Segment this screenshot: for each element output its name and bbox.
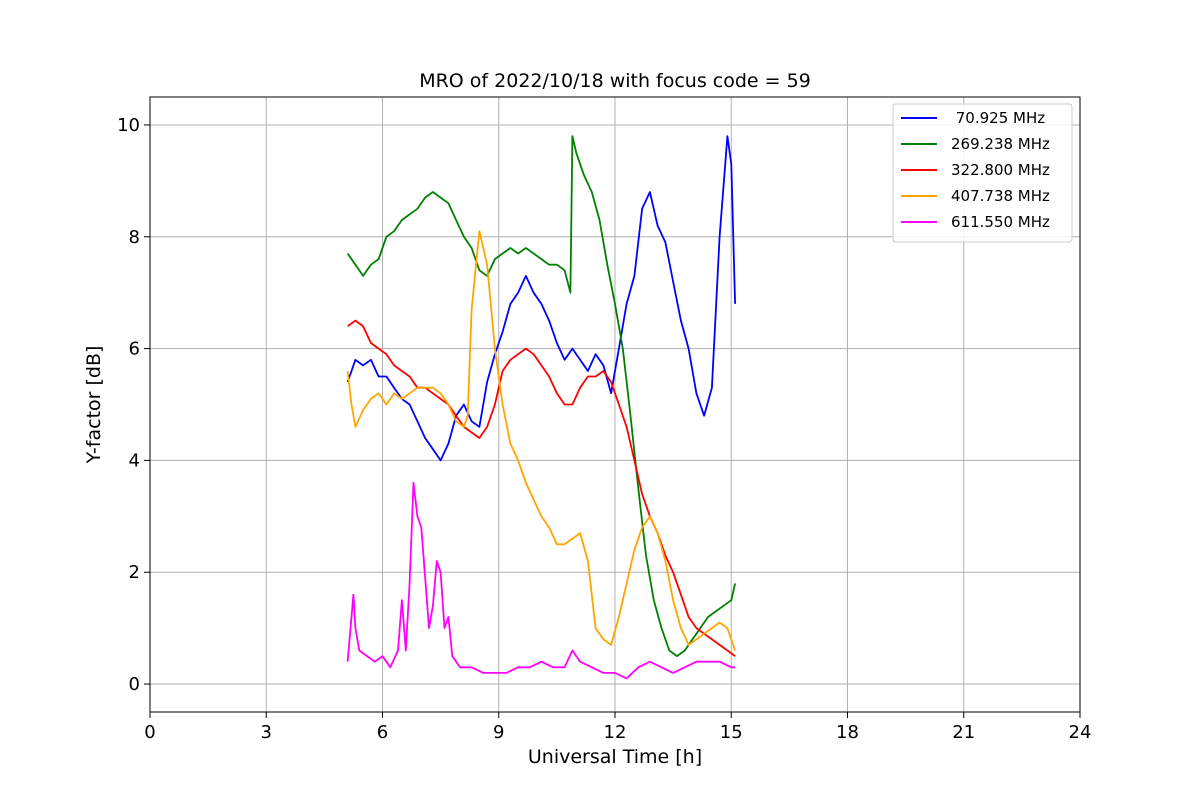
legend-label-2: 322.800 MHz <box>951 161 1050 179</box>
y-axis-label: Y-factor [dB] <box>83 346 105 465</box>
legend-label-1: 269.238 MHz <box>951 135 1050 153</box>
x-tick-label: 9 <box>493 722 504 743</box>
x-axis-label: Universal Time [h] <box>528 746 702 768</box>
x-tick-label: 21 <box>952 722 975 743</box>
series-line-3 <box>346 230 736 651</box>
legend-label-3: 407.738 MHz <box>951 187 1050 205</box>
x-tick-label: 12 <box>604 722 627 743</box>
legend: 70.925 MHz 269.238 MHz 322.800 MHz 407.738 … <box>892 103 1073 243</box>
y-tick-label: 0 <box>129 674 140 695</box>
legend-box <box>892 103 1073 243</box>
y-tick-label: 10 <box>117 115 140 136</box>
y-tick-label: 8 <box>129 227 140 248</box>
x-tick-label: 6 <box>377 722 388 743</box>
y-tick-label: 6 <box>129 339 140 360</box>
series-line-0 <box>346 135 736 462</box>
x-tick-label: 15 <box>720 722 743 743</box>
legend-label-0: 70.925 MHz <box>951 109 1045 127</box>
series-layer <box>346 135 736 680</box>
series-line-4 <box>346 481 736 680</box>
series-line-2 <box>347 319 736 657</box>
y-tick-label: 4 <box>129 450 140 471</box>
y-tick-label: 2 <box>129 562 140 583</box>
chart-title: MRO of 2022/10/18 with focus code = 59 <box>419 70 811 92</box>
x-tick-label: 24 <box>1069 722 1092 743</box>
x-tick-label: 18 <box>836 722 859 743</box>
x-tick-label: 3 <box>261 722 272 743</box>
series-line-1 <box>346 135 736 657</box>
legend-label-4: 611.550 MHz <box>951 213 1050 231</box>
x-tick-label: 0 <box>144 722 155 743</box>
